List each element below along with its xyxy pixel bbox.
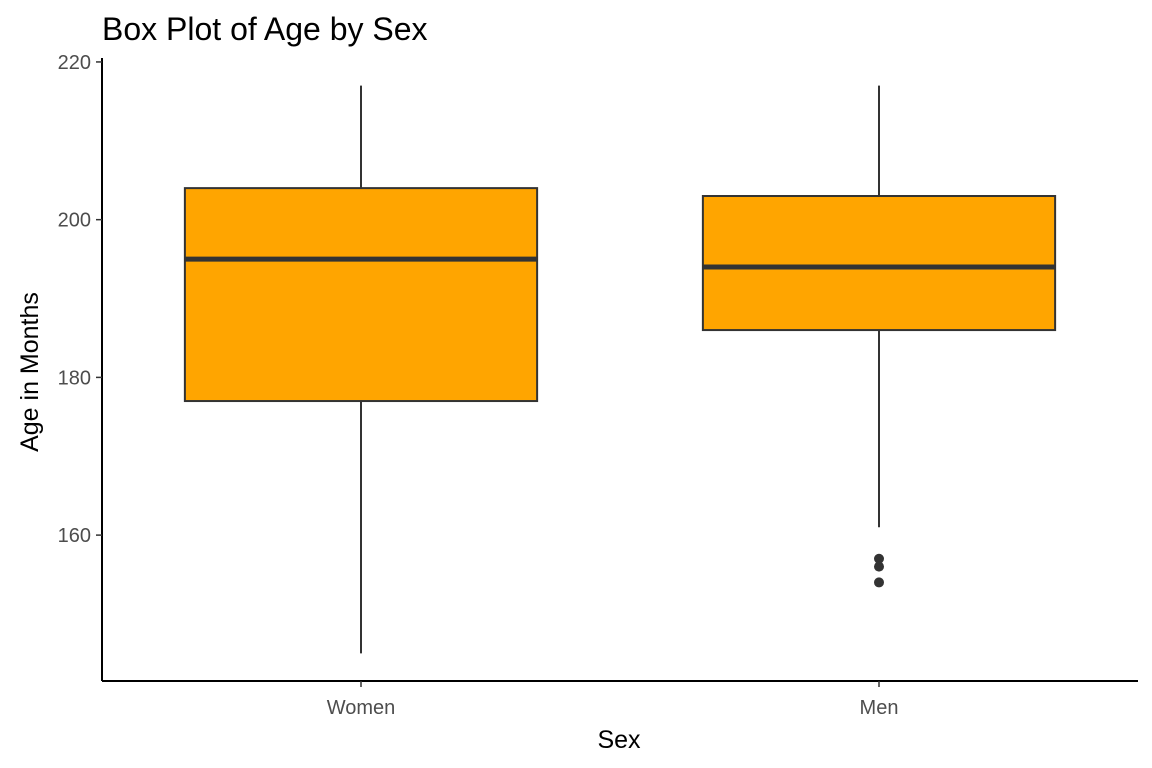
y-tick-label: 220 bbox=[58, 52, 91, 74]
chart-title: Box Plot of Age by Sex bbox=[102, 11, 428, 47]
boxes bbox=[183, 85, 1057, 654]
y-tick-label: 200 bbox=[58, 210, 91, 232]
y-axis: 160 180 200 220 bbox=[58, 52, 103, 681]
iqr-box bbox=[183, 187, 539, 403]
x-axis-title: Sex bbox=[597, 726, 641, 754]
outlier-point bbox=[874, 577, 884, 588]
y-tick-label: 160 bbox=[58, 525, 91, 547]
outlier-point bbox=[874, 553, 884, 564]
box-women bbox=[183, 85, 539, 654]
x-tick-label: Men bbox=[860, 697, 899, 719]
outlier-point bbox=[874, 561, 884, 572]
iqr-box bbox=[701, 195, 1057, 332]
y-tick-label: 180 bbox=[58, 367, 91, 389]
box-men bbox=[701, 85, 1057, 588]
x-axis: Women Men bbox=[102, 680, 1138, 719]
x-tick-label: Women bbox=[327, 697, 396, 719]
y-axis-title: Age in Months bbox=[16, 292, 44, 452]
